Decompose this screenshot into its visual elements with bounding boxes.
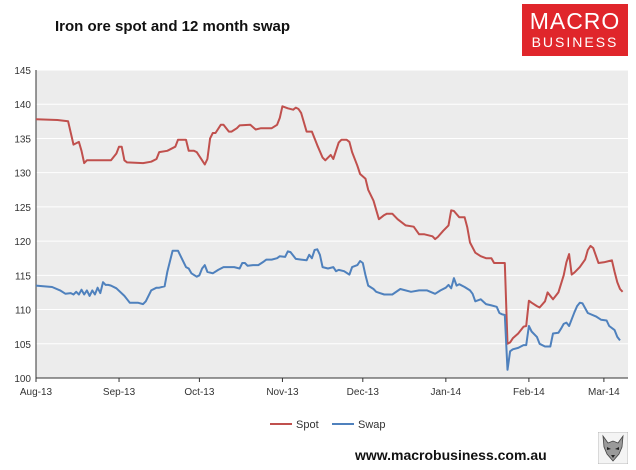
wolf-head-icon bbox=[598, 432, 628, 464]
y-tick-label: 145 bbox=[14, 66, 31, 77]
y-tick-label: 115 bbox=[15, 271, 31, 282]
x-tick-label: Feb-14 bbox=[513, 387, 545, 398]
series-line-spot bbox=[35, 105, 624, 345]
x-tick-label: Jan-14 bbox=[431, 387, 462, 398]
x-tick-label: Dec-13 bbox=[347, 387, 380, 398]
x-tick-label: Mar-14 bbox=[588, 387, 620, 398]
website-url: www.macrobusiness.com.au bbox=[355, 447, 547, 463]
line-chart: 100 105 110 115 120 125 130 135 140 145 Aug-13 Sep-… bbox=[14, 66, 628, 431]
y-tick-label: 120 bbox=[14, 237, 31, 248]
y-tick-label: 140 bbox=[14, 100, 31, 111]
x-tick-label: Nov-13 bbox=[266, 387, 299, 398]
chart-title: Iron ore spot and 12 month swap bbox=[55, 18, 291, 35]
y-tick-label: 110 bbox=[15, 306, 31, 317]
x-tick-label: Sep-13 bbox=[103, 387, 136, 398]
legend-label-spot: Spot bbox=[296, 419, 319, 431]
plot-area bbox=[36, 70, 628, 378]
x-tick-label: Aug-13 bbox=[20, 387, 53, 398]
y-tick-label: 135 bbox=[14, 134, 31, 145]
macro-business-logo: MACRO BUSINESS bbox=[522, 4, 628, 56]
x-tick-label: Oct-13 bbox=[184, 387, 214, 398]
logo-line-2: BUSINESS bbox=[531, 34, 619, 50]
legend-label-swap: Swap bbox=[358, 419, 386, 431]
y-tick-label: 100 bbox=[14, 374, 31, 385]
y-tick-label: 125 bbox=[14, 203, 31, 214]
y-tick-label: 130 bbox=[14, 169, 31, 180]
logo-line-1: MACRO bbox=[529, 8, 621, 34]
series-line-swap bbox=[35, 248, 621, 371]
y-tick-label: 105 bbox=[14, 340, 31, 351]
